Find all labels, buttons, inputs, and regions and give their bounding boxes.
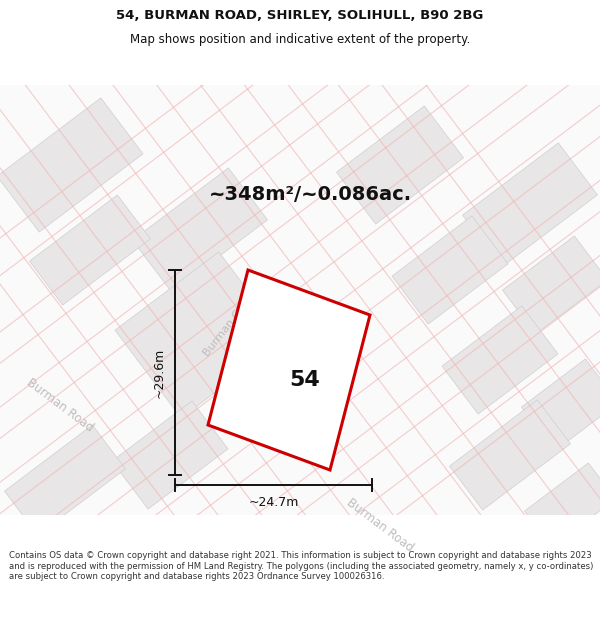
Polygon shape: [521, 359, 600, 451]
Text: Contains OS data © Crown copyright and database right 2021. This information is : Contains OS data © Crown copyright and d…: [9, 551, 593, 581]
Polygon shape: [112, 401, 228, 509]
Polygon shape: [208, 270, 370, 470]
Polygon shape: [133, 168, 268, 292]
Text: Burman Road: Burman Road: [344, 496, 416, 554]
Text: 54, BURMAN ROAD, SHIRLEY, SOLIHULL, B90 2BG: 54, BURMAN ROAD, SHIRLEY, SOLIHULL, B90 …: [116, 9, 484, 22]
Polygon shape: [0, 85, 600, 515]
Polygon shape: [392, 216, 508, 324]
Text: ~348m²/~0.086ac.: ~348m²/~0.086ac.: [208, 186, 412, 204]
Text: 54: 54: [290, 370, 320, 390]
Polygon shape: [503, 236, 600, 334]
Text: ~24.7m: ~24.7m: [248, 496, 299, 509]
Polygon shape: [524, 463, 600, 547]
Polygon shape: [463, 143, 598, 267]
Text: Burman Close: Burman Close: [202, 291, 258, 359]
Polygon shape: [449, 400, 571, 510]
Polygon shape: [115, 252, 285, 418]
Polygon shape: [442, 306, 558, 414]
Polygon shape: [0, 98, 143, 232]
Polygon shape: [337, 106, 463, 224]
Text: Burman Road: Burman Road: [24, 376, 96, 434]
Text: Map shows position and indicative extent of the property.: Map shows position and indicative extent…: [130, 33, 470, 46]
Polygon shape: [5, 425, 125, 535]
Polygon shape: [29, 195, 151, 305]
Text: ~29.6m: ~29.6m: [152, 348, 166, 398]
